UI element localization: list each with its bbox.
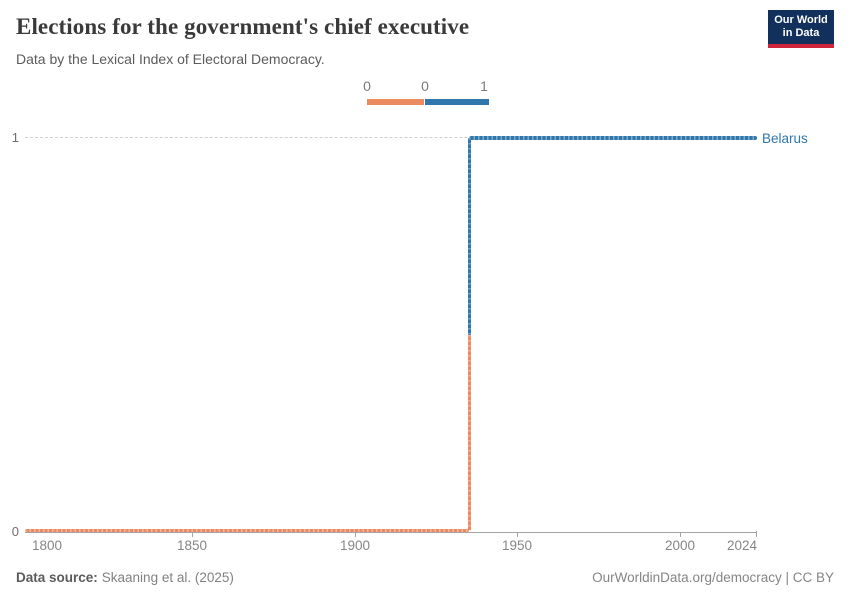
x-axis-tick [517,533,518,537]
data-source: Data source: Skaaning et al. (2025) [16,569,234,586]
legend-edge-label: 1 [480,78,488,94]
x-axis-tick [192,533,193,537]
x-axis-tick-label: 1950 [501,538,533,553]
legend-bin-value-1[interactable] [425,99,489,105]
data-source-value: Skaaning et al. (2025) [101,570,234,585]
y-axis-tick-label: 0 [11,524,19,539]
page-title: Elections for the government's chief exe… [16,14,470,39]
owid-logo-line1: Our World [774,14,828,26]
gridline-y1 [25,137,757,138]
x-axis-line [25,532,757,533]
chart-subtitle: Data by the Lexical Index of Electoral D… [16,51,325,67]
x-axis-tick-label: 1800 [31,538,63,553]
x-axis-tick-label: 1850 [176,538,208,553]
chart-footer: Data source: Skaaning et al. (2025) OurWo… [16,569,834,586]
value-legend: 0 0 1 [363,78,490,106]
legend-bin-value-0[interactable] [367,99,424,105]
belarus-step-connector-upper[interactable] [467,138,471,335]
x-axis-tick-label: 2024 [726,538,758,553]
belarus-line-segment-value0[interactable] [25,529,469,532]
x-axis-tick-label: 2000 [664,538,696,553]
owid-logo-line2: in Data [782,27,820,39]
owid-credit-link[interactable]: OurWorldinData.org/democracy | CC BY [592,570,834,585]
x-axis-tick [680,533,681,537]
owid-logo[interactable]: Our World in Data [768,10,834,48]
legend-edge-label: 0 [363,78,371,94]
belarus-line-segment-value1[interactable] [469,136,757,140]
y-axis-tick-label: 1 [11,130,19,145]
belarus-step-connector-lower[interactable] [467,335,471,530]
entity-label-belarus[interactable]: Belarus [762,131,808,146]
x-axis-tick [355,533,356,537]
data-source-label: Data source: [16,570,98,585]
legend-edge-label: 0 [421,78,429,94]
x-axis-tick-label: 1900 [339,538,371,553]
x-axis-end-tick [756,531,757,537]
